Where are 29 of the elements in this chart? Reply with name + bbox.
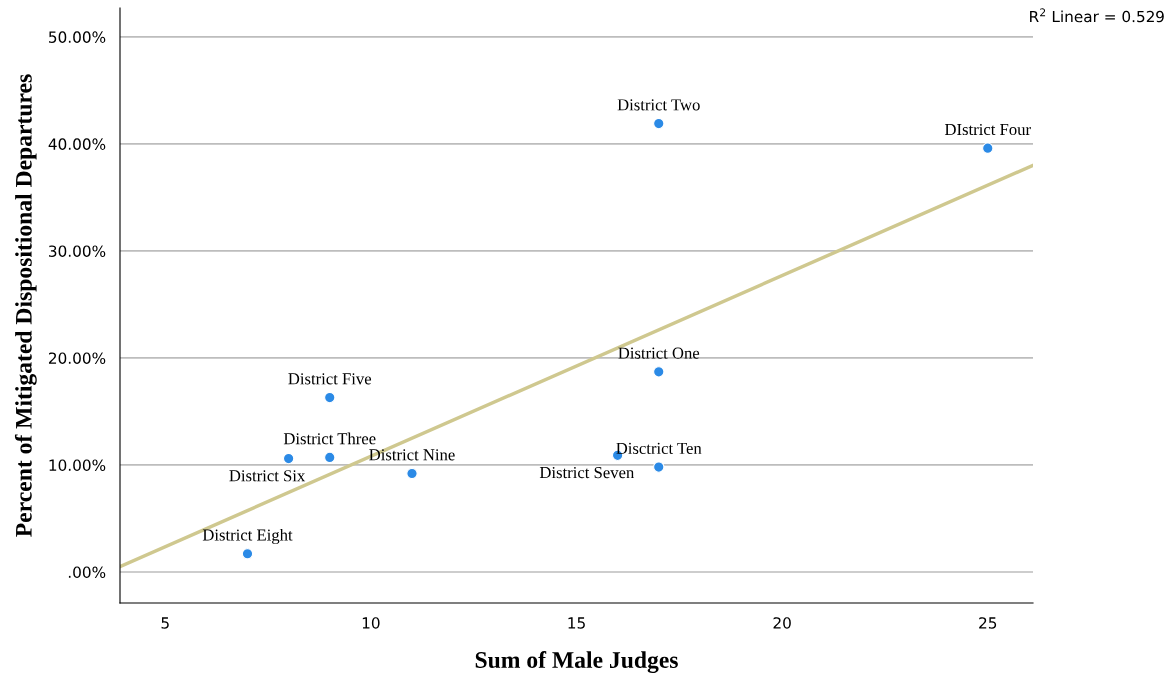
x-tick-label: 25 [979,617,997,629]
y-tick-label: 30.00% [49,245,106,257]
y-tick-label: 20.00% [48,352,106,364]
annotation: District Eight [202,528,293,545]
point [406,467,418,480]
y-tick-label: .00% [68,566,106,578]
point [653,461,665,473]
x-tick-label: 10 [362,617,380,629]
y-axis-title: Percent of Mitigated Dispositional Departures [14,74,37,537]
annotation: District Five [288,373,372,385]
annotation: DIstrict Four [944,123,1031,136]
y-tick-label: 40.00% [48,138,106,150]
annotation: District Three [283,432,376,445]
annotation: R$^{2}$ Linear = 0.529 [1030,8,1164,23]
annotation: District Nine [369,449,455,461]
point [241,548,254,560]
x-axis-title: Sum of Male Judges [475,651,678,673]
x-tick-label: 15 [568,617,585,629]
annotation: District Six [229,470,306,482]
x-tick-label: 5 [161,617,169,629]
annotation: District One [618,347,700,359]
annotation: Disctrict Ten [616,442,702,454]
point [653,366,665,378]
y-tick-label: 50.00% [49,31,106,43]
x-tick-label: 20 [773,617,791,629]
point [982,142,994,154]
annotation: District Seven [539,466,635,479]
y-tick-label: 10.00% [49,459,106,471]
annotation: District Two [617,99,700,111]
